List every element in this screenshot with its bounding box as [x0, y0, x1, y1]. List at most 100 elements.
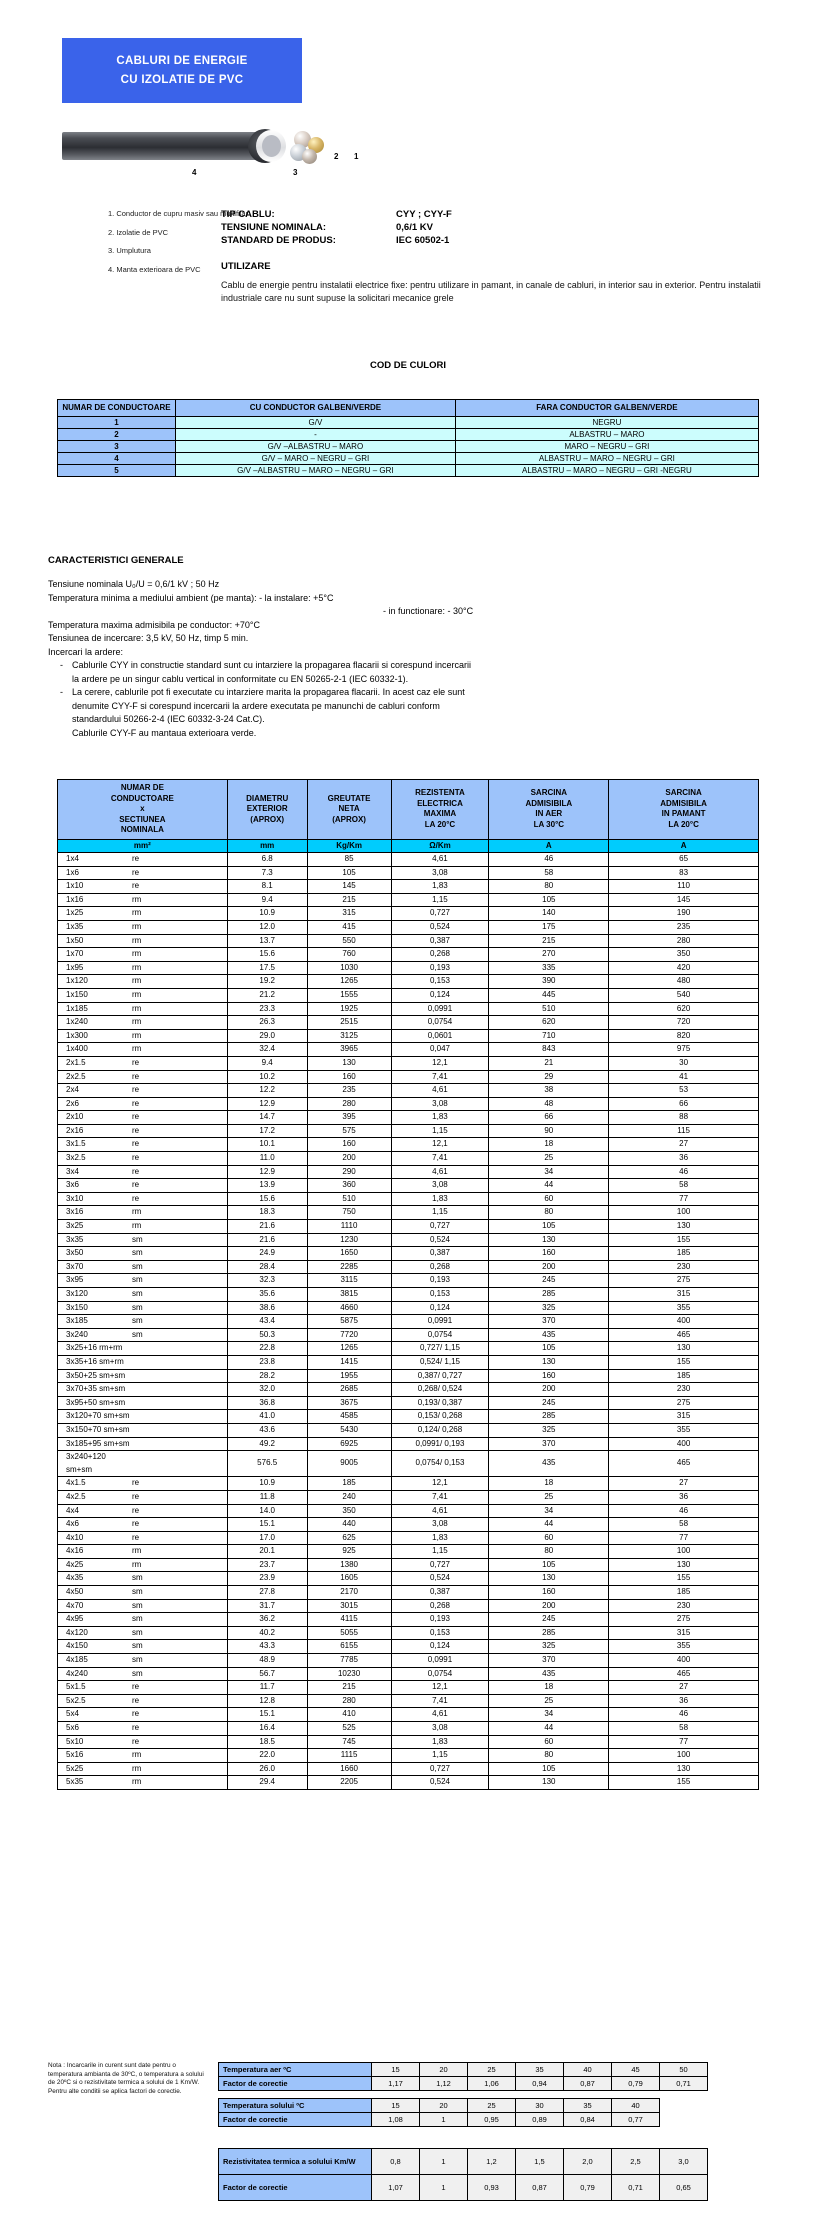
- cell-max-resistance: 1,83: [390, 879, 490, 894]
- cell-current-air: 58: [488, 865, 610, 881]
- bullet-2-line-b: denumite CYY-F si corespund incercarii l…: [72, 700, 440, 711]
- table-row: 5x6 re 16.4 525 3,08 44 58: [57, 1721, 759, 1736]
- cell-max-resistance: 12,1: [390, 1680, 490, 1695]
- cell-current-air: 80: [488, 1205, 610, 1221]
- cell-net-weight: 1265: [306, 1341, 392, 1356]
- col-header-line: IN PAMANT: [661, 809, 706, 819]
- soil-temp-factor-value: 0,89: [515, 2112, 564, 2127]
- soil-temp-value-top: 40: [611, 2098, 660, 2113]
- caracteristici-body: Tensiune nominala U₀/U = 0,6/1 kV ; 50 H…: [48, 578, 748, 740]
- cell-size-designation: 2x1.5 re: [57, 1055, 228, 1071]
- table-row: 3x35+16 sm+rm 23.8 1415 0,524/ 1,15 130 155: [57, 1354, 759, 1370]
- cell-size-designation: 4x35 sm: [57, 1571, 228, 1587]
- cell-outer-diameter: 15.6: [226, 947, 308, 962]
- cell-current-ground: 27: [608, 1137, 759, 1153]
- color-row-conductor-count: 2: [57, 428, 176, 441]
- cell-outer-diameter: 15.1: [226, 1707, 308, 1722]
- cell-current-air: 90: [488, 1123, 610, 1139]
- cell-current-ground: 110: [608, 879, 759, 894]
- conductor-class: sm: [132, 1587, 143, 1597]
- air-temp-value-top: 25: [467, 2062, 516, 2077]
- cell-current-air: 105: [488, 1341, 610, 1356]
- conductor-class: re: [132, 1180, 140, 1190]
- cell-current-air: 21: [488, 1055, 610, 1071]
- cell-max-resistance: 0,727/ 1,15: [390, 1341, 490, 1356]
- cell-outer-diameter: 9.4: [226, 892, 308, 908]
- color-row-conductor-count: 5: [57, 464, 176, 477]
- legend-item-4: 4. Manta exterioara de PVC: [108, 264, 201, 274]
- cell-outer-diameter: 9.4: [226, 1055, 308, 1071]
- cable-callout-2: 2: [334, 152, 339, 161]
- cell-net-weight: 1415: [306, 1354, 392, 1370]
- conductor-class: sm: [132, 1316, 143, 1326]
- col-header-line: ELECTRICA: [417, 798, 463, 808]
- conductor-class: sm: [132, 1614, 143, 1624]
- cell-max-resistance: 0,047: [390, 1042, 490, 1057]
- cell-outer-diameter: 20.1: [226, 1544, 308, 1559]
- cell-current-air: 130: [488, 1775, 610, 1790]
- cell-outer-diameter: 14.7: [226, 1110, 308, 1125]
- soil-temp-factor-value: 0,95: [467, 2112, 516, 2127]
- footer-note: Nota : Incarcarile in curent sunt date p…: [48, 2062, 204, 2095]
- soil-temp-value-top: 35: [563, 2098, 612, 2113]
- cable-size: 2x1.5: [66, 1057, 86, 1067]
- col-header-line: LA 20°C: [424, 819, 456, 829]
- cell-outer-diameter: 36.8: [226, 1395, 308, 1411]
- cell-current-ground: 185: [608, 1246, 759, 1261]
- cell-net-weight: 3015: [306, 1598, 392, 1614]
- cell-max-resistance: 1,15: [390, 1205, 490, 1221]
- col-header-numar-conductoare: NUMAR DE CONDUCTOARE: [57, 399, 176, 417]
- table-row: 2x1.5 re 9.4 130 12,1 21 30: [57, 1055, 759, 1071]
- conductor-class: sm: [132, 1668, 143, 1678]
- cod-culori-heading: COD DE CULORI: [370, 360, 446, 371]
- cell-max-resistance: 0,727: [390, 1219, 490, 1234]
- conductor-class: sm: [132, 1627, 143, 1637]
- cell-current-ground: 27: [608, 1680, 759, 1695]
- cell-size-designation: 3x35+16 sm+rm: [57, 1354, 228, 1370]
- cell-size-designation: 3x70 sm: [57, 1259, 228, 1275]
- cable-size: 3x70: [66, 1261, 84, 1271]
- conductor-class: re: [132, 1695, 140, 1705]
- table-row: 3x120+70 sm+sm 41.0 4585 0,153/ 0,268 285 315: [57, 1409, 759, 1424]
- col-header-line: x: [140, 804, 145, 813]
- conductor-class: re: [132, 881, 140, 891]
- cell-net-weight: 280: [306, 1096, 392, 1112]
- cable-size: 3x4: [66, 1166, 79, 1176]
- cell-current-air: 435: [488, 1666, 610, 1682]
- cell-current-ground: 350: [608, 947, 759, 962]
- cell-current-air: 66: [488, 1110, 610, 1125]
- correction-table-resistivity: Rezistivitatea termica a solului Km/W 0,8…: [218, 2148, 708, 2201]
- spec-row-tip-cablu: TIP CABLU: CYY ; CYY-F: [221, 208, 651, 221]
- cell-net-weight: 510: [306, 1191, 392, 1207]
- cable-callout-3: 3: [293, 168, 298, 177]
- cell-current-air: 710: [488, 1028, 610, 1044]
- cell-size-designation: 4x6 re: [57, 1517, 228, 1532]
- cell-max-resistance: 0,268: [390, 1259, 490, 1275]
- unit-ohm-km: Ω/Km: [390, 838, 490, 853]
- cell-outer-diameter: 12.8: [226, 1693, 308, 1709]
- table-row: 4x95 sm 36.2 4115 0,193 245 275: [57, 1612, 759, 1627]
- cell-current-air: 130: [488, 1354, 610, 1370]
- cell-net-weight: 1110: [306, 1219, 392, 1234]
- cell-max-resistance: 3,08: [390, 1096, 490, 1112]
- bullet-2-line-c: standardului 50266-2-4 (IEC 60332-3-24 C…: [72, 714, 265, 724]
- cell-outer-diameter: 28.4: [226, 1259, 308, 1275]
- cell-size-designation: 3x70+35 sm+sm: [57, 1382, 228, 1397]
- table-row: 3x2.5 re 11.0 200 7,41 25 36: [57, 1151, 759, 1166]
- cell-net-weight: 10230: [306, 1666, 392, 1682]
- cell-current-ground: 230: [608, 1259, 759, 1275]
- cell-net-weight: 410: [306, 1707, 392, 1722]
- cell-max-resistance: 0,193: [390, 960, 490, 976]
- col-header-line: NUMAR DE: [120, 783, 164, 792]
- cell-size-designation: 4x70 sm: [57, 1598, 228, 1614]
- cell-current-ground: 46: [608, 1707, 759, 1722]
- cell-outer-diameter: 12.2: [226, 1083, 308, 1098]
- conductor-class: rm: [132, 908, 142, 918]
- conductor-core-1: [294, 131, 311, 148]
- cell-max-resistance: 0,193/ 0,387: [390, 1395, 490, 1411]
- cell-current-ground: 41: [608, 1069, 759, 1085]
- cell-current-air: 245: [488, 1395, 610, 1411]
- cell-current-air: 44: [488, 1178, 610, 1193]
- conductor-class: rm: [132, 1003, 142, 1013]
- cell-max-resistance: 4,61: [390, 1164, 490, 1180]
